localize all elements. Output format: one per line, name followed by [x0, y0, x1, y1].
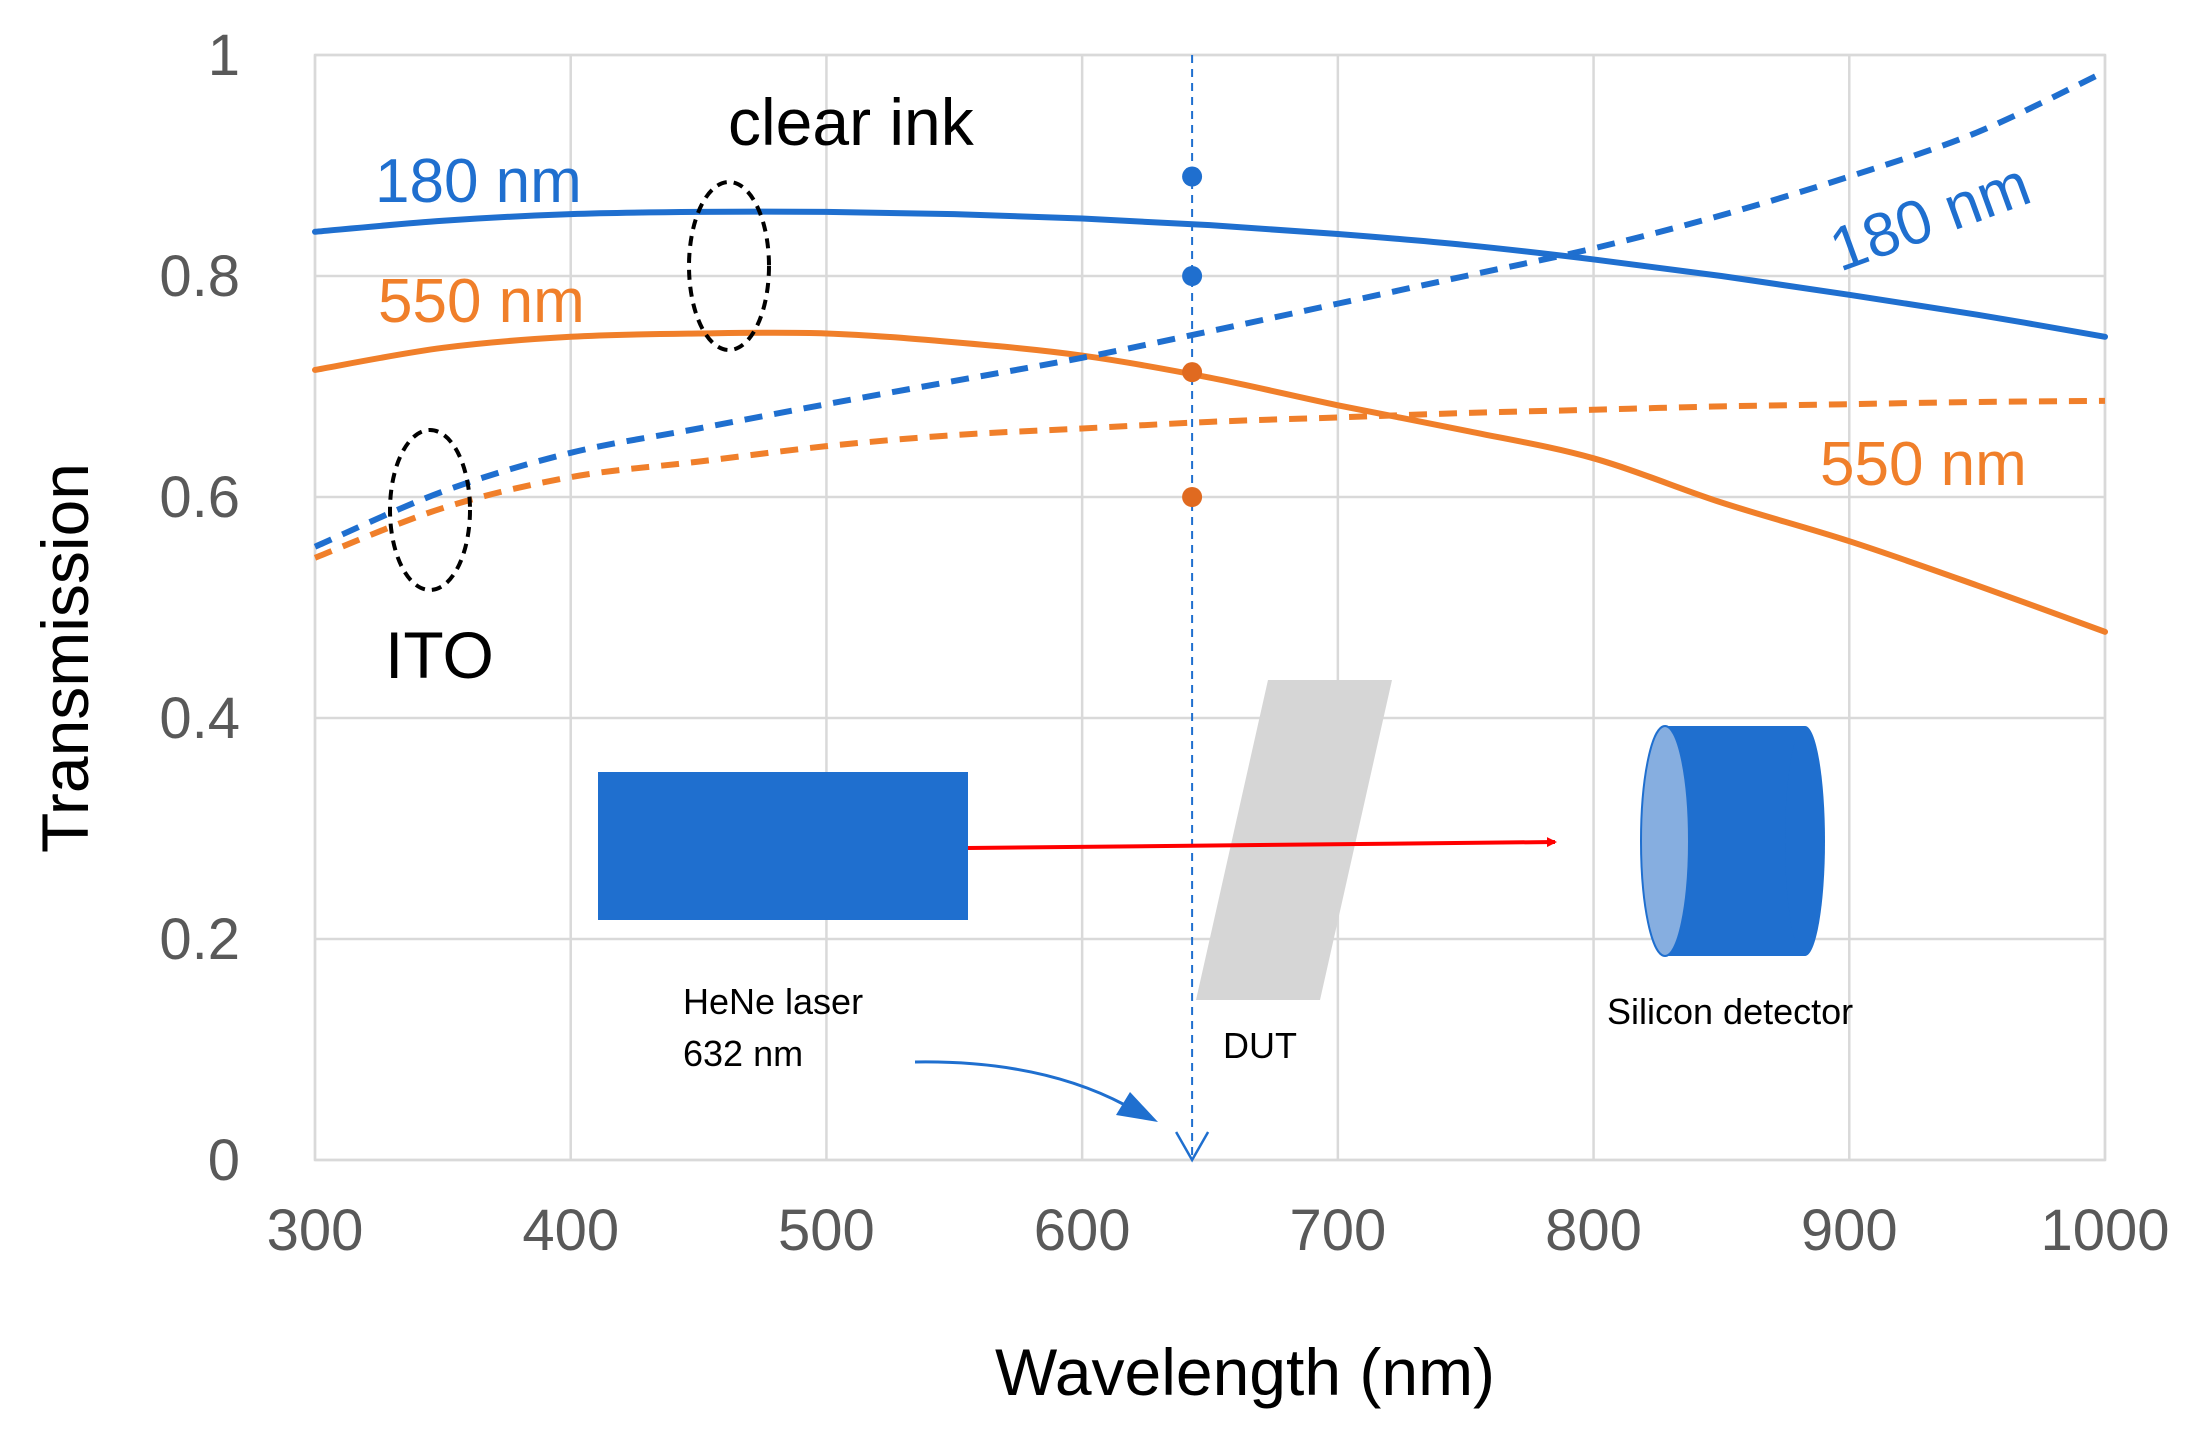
marker-point — [1182, 362, 1203, 383]
clear-ink-group-ellipse — [687, 180, 771, 352]
laser-label-line1: HeNe laser — [683, 981, 863, 1022]
setup-illustration: HeNe laser 632 nm DUT Silicon detector — [598, 680, 1853, 1122]
y-tick-label: 0 — [208, 1128, 240, 1193]
y-tick-label: 0.6 — [159, 465, 240, 530]
curved-pointer-arrow — [914, 1060, 1126, 1107]
y-tick-label: 0.2 — [159, 907, 240, 972]
plot-frame — [313, 53, 2107, 1162]
series-line-clear-ink-550-nm — [312, 329, 2108, 635]
laser-label-line2: 632 nm — [683, 1033, 803, 1074]
plot-border — [313, 53, 2107, 1162]
marker-point — [1182, 266, 1203, 286]
x-tick-label: 700 — [1289, 1198, 1386, 1263]
ito-label: ITO — [385, 618, 494, 692]
series-layer — [312, 68, 2108, 635]
x-tick-label: 400 — [522, 1198, 619, 1263]
clear-ink-550-label: 550 nm — [378, 267, 585, 336]
y-tick-label: 0.8 — [159, 244, 240, 309]
x-axis-title: Wavelength (nm) — [995, 1335, 1495, 1409]
ito-180-label: 180 nm — [1821, 150, 2039, 286]
detector-label: Silicon detector — [1607, 991, 1853, 1032]
curved-pointer-arrowhead — [1116, 1092, 1158, 1122]
y-tick-label: 1 — [208, 23, 240, 88]
x-tick-label: 600 — [1034, 1198, 1131, 1263]
y-tick-label: 0.4 — [159, 686, 240, 751]
laser-beam — [967, 837, 1557, 850]
clear-ink-label: clear ink — [728, 85, 975, 159]
marker-arrowhead — [1175, 1131, 1210, 1163]
x-tick-label: 900 — [1801, 1198, 1898, 1263]
x-tick-label: 800 — [1545, 1198, 1642, 1263]
x-tick-label: 1000 — [2040, 1198, 2169, 1263]
y-tick-labels: 0 0.2 0.4 0.6 0.8 1 — [159, 23, 240, 1193]
silicon-detector-icon — [1640, 725, 1825, 957]
x-tick-labels: 300 400 500 600 700 800 900 1000 — [267, 1198, 2170, 1263]
x-tick-label: 500 — [778, 1198, 875, 1263]
x-tick-label: 300 — [267, 1198, 364, 1263]
series-line-clear-ink-180-nm — [312, 208, 2108, 340]
marker-points — [1182, 166, 1203, 507]
series-line-ito-550-nm — [313, 397, 2106, 561]
marker-point — [1182, 487, 1203, 507]
marker-point — [1182, 166, 1203, 187]
dut-label: DUT — [1223, 1025, 1297, 1066]
clear-ink-180-label: 180 nm — [375, 147, 582, 216]
series-line-ito-180-nm — [313, 68, 2107, 550]
hene-laser-block — [598, 772, 968, 920]
y-axis-title: Transmission — [28, 463, 102, 853]
ito-group-ellipse — [388, 428, 472, 592]
ito-550-label: 550 nm — [1820, 430, 2027, 499]
dut-sample — [1196, 680, 1392, 1000]
